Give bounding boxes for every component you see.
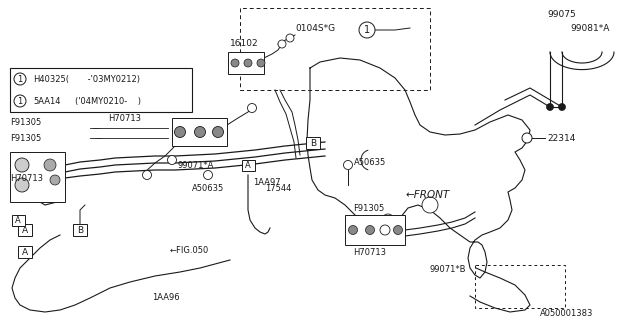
Circle shape	[359, 22, 375, 38]
Bar	[10, 152, 65, 202]
Bar	[18, 224, 32, 236]
Circle shape	[14, 95, 26, 107]
Text: —: —	[95, 135, 102, 141]
Circle shape	[143, 171, 152, 180]
Circle shape	[175, 126, 186, 138]
Text: ←FRONT: ←FRONT	[405, 190, 449, 200]
Text: 1AA96: 1AA96	[152, 293, 180, 302]
Text: 1: 1	[17, 97, 22, 106]
Circle shape	[422, 197, 438, 213]
Text: H70713: H70713	[10, 173, 43, 182]
Circle shape	[244, 59, 252, 67]
Circle shape	[195, 126, 205, 138]
Text: ('04MY0210-    ): ('04MY0210- )	[75, 97, 141, 106]
Text: 99071*A: 99071*A	[178, 161, 214, 170]
Text: H70713: H70713	[108, 114, 141, 123]
Circle shape	[257, 59, 265, 67]
Text: 1: 1	[17, 75, 22, 84]
Text: 16102: 16102	[230, 39, 259, 48]
Circle shape	[344, 161, 353, 170]
Circle shape	[547, 103, 554, 110]
Text: A: A	[22, 226, 28, 235]
Circle shape	[248, 103, 257, 113]
Bar	[12, 214, 24, 226]
Circle shape	[382, 214, 394, 226]
Text: H70713: H70713	[353, 248, 386, 257]
Text: ←FIG.050: ←FIG.050	[170, 245, 209, 254]
Text: -'03MY0212): -'03MY0212)	[85, 75, 140, 84]
Circle shape	[394, 226, 403, 235]
Text: 5AA14: 5AA14	[33, 97, 61, 106]
Text: F91305: F91305	[10, 117, 41, 126]
Circle shape	[15, 178, 29, 192]
Text: 99071*B: 99071*B	[430, 266, 467, 275]
Circle shape	[212, 126, 223, 138]
Text: F91305: F91305	[353, 204, 384, 213]
Circle shape	[522, 133, 532, 143]
Bar	[228, 52, 264, 74]
Text: 99081*A: 99081*A	[570, 23, 609, 33]
Circle shape	[365, 226, 374, 235]
Circle shape	[15, 158, 29, 172]
Text: 1: 1	[364, 25, 370, 35]
Text: 99075: 99075	[547, 10, 576, 19]
Bar	[10, 68, 192, 112]
Bar	[241, 159, 255, 171]
Circle shape	[380, 225, 390, 235]
Circle shape	[204, 171, 212, 180]
Circle shape	[349, 226, 358, 235]
Bar	[345, 215, 405, 245]
Text: H40325(: H40325(	[33, 75, 69, 84]
Bar	[306, 137, 320, 149]
Text: 17544: 17544	[265, 183, 291, 193]
Bar	[18, 246, 32, 258]
Circle shape	[168, 156, 177, 164]
Circle shape	[278, 40, 286, 48]
Text: A: A	[15, 215, 21, 225]
Circle shape	[559, 103, 566, 110]
Circle shape	[50, 175, 60, 185]
Text: 22314: 22314	[547, 133, 575, 142]
Text: B: B	[310, 139, 316, 148]
Circle shape	[14, 73, 26, 85]
Text: F91305: F91305	[10, 133, 41, 142]
Text: A050001383: A050001383	[540, 308, 593, 317]
Bar	[73, 224, 87, 236]
Text: A50635: A50635	[354, 157, 387, 166]
Text: B: B	[77, 226, 83, 235]
Text: A: A	[245, 161, 251, 170]
Text: 0104S*G: 0104S*G	[295, 23, 335, 33]
Circle shape	[231, 59, 239, 67]
Text: A50635: A50635	[192, 183, 224, 193]
Text: A: A	[22, 247, 28, 257]
Circle shape	[44, 159, 56, 171]
Circle shape	[286, 34, 294, 42]
Bar	[172, 118, 227, 146]
Text: 1AA97: 1AA97	[253, 178, 280, 187]
Text: —: —	[93, 125, 100, 131]
